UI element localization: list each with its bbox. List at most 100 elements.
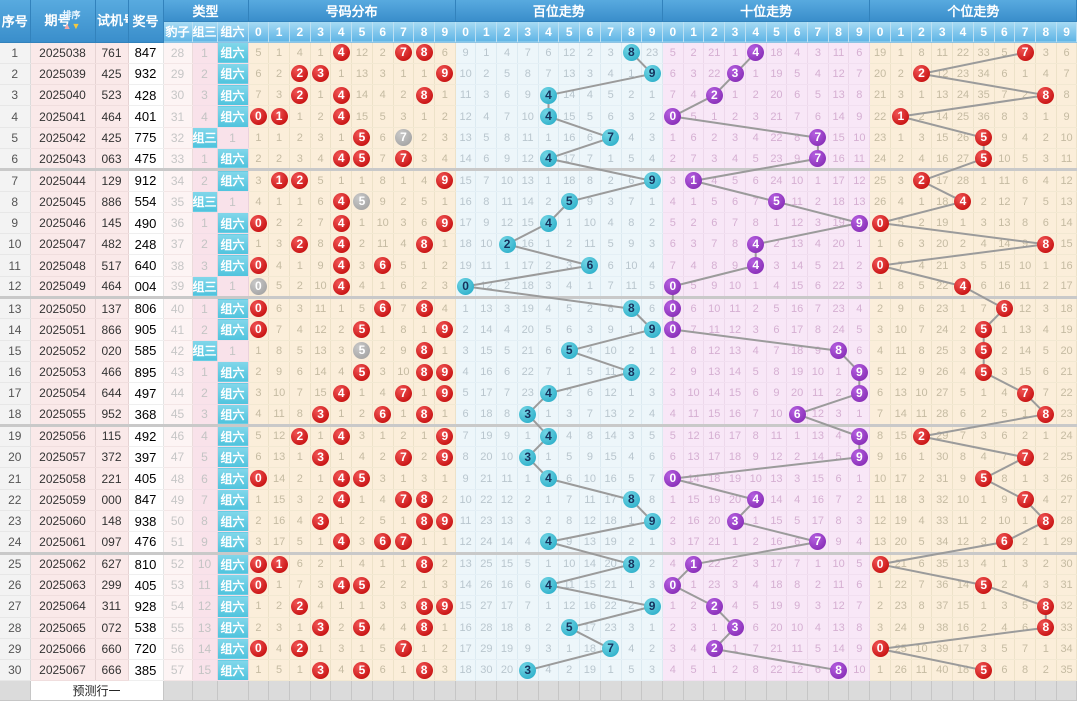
test-number-cell: 072 (95, 617, 129, 639)
hund-miss-cell: 18 (455, 659, 477, 682)
hund-miss-cell: 2 (641, 553, 663, 575)
tens-miss-cell: 19 (724, 467, 746, 490)
footer-cell (973, 680, 995, 701)
units-miss-cell: 6 (994, 63, 1016, 86)
units-miss-cell: 11 (952, 510, 974, 533)
units-miss-cell: 21 (869, 84, 891, 107)
tens-miss-cell: 8 (807, 318, 829, 341)
tens-miss-cell: 23 (828, 297, 850, 320)
hund-miss-cell: 6 (475, 148, 498, 172)
units-miss-cell: 34 (1056, 638, 1077, 661)
hund-miss-cell: 22 (475, 489, 498, 512)
dist-miss-cell: 9 (372, 191, 394, 213)
tens-miss-cell: 21 (703, 42, 726, 64)
zuliu-type-label: 组六 (217, 659, 249, 682)
dist-miss-cell: 7 (310, 212, 332, 235)
units-circle: 8 (1037, 512, 1055, 530)
hund-miss-cell: 8 (517, 617, 539, 639)
dist-digit-header: 6 (372, 21, 394, 43)
units-miss-cell: 26 (931, 361, 954, 384)
hund-miss-cell: 18 (496, 617, 518, 639)
tens-circle: 4 (747, 491, 765, 509)
dist-circle: 2 (291, 597, 309, 615)
period-cell: 2025049 (30, 276, 96, 300)
tens-miss-cell: 22 (703, 553, 726, 575)
hund-hit-cell: 5 (558, 191, 581, 213)
units-miss-cell: 27 (931, 382, 954, 405)
hund-digit-header: 5 (558, 21, 581, 43)
tens-circle: 6 (788, 405, 806, 423)
dist-miss-cell: 6 (372, 659, 394, 682)
hund-digit-header: 0 (455, 21, 477, 43)
dist-miss-cell: 3 (434, 127, 456, 149)
tens-miss-cell: 3 (683, 617, 705, 639)
hund-circle: 3 (519, 661, 537, 679)
dist-miss-cell: 2 (310, 105, 332, 128)
footer-cell (538, 680, 560, 701)
tens-miss-cell: 2 (745, 297, 767, 320)
units-miss-cell: 14 (1056, 212, 1077, 235)
tens-miss-cell: 16 (807, 489, 829, 512)
tens-miss-cell: 17 (786, 318, 809, 341)
sort-down-icon[interactable]: ▼ (71, 20, 81, 31)
hund-miss-cell: 5 (496, 340, 518, 362)
dist-digit-header: 7 (393, 21, 415, 43)
units-miss-cell: 24 (952, 84, 974, 107)
sort-up-icon[interactable]: ▲ (62, 20, 72, 31)
units-miss-cell: 4 (1035, 489, 1057, 512)
hund-circle: 4 (539, 427, 557, 445)
hund-miss-cell: 4 (641, 404, 663, 427)
tens-miss-cell: 11 (766, 425, 788, 448)
tens-miss-cell: 4 (807, 63, 829, 86)
tens-miss-cell: 2 (724, 659, 746, 682)
dist-hit-cell: 3 (310, 404, 332, 427)
zuliu-type-label: 组六 (217, 489, 249, 512)
tens-miss-cell: 6 (683, 127, 705, 149)
units-hit-cell: 0 (869, 553, 891, 575)
dist-hit-cell: 4 (330, 191, 353, 213)
hund-miss-cell: 2 (641, 212, 663, 235)
units-miss-cell: 2 (994, 340, 1016, 362)
dist-miss-cell: 1 (413, 425, 435, 448)
dist-section-header: 号码分布 (248, 0, 456, 22)
dist-circle: 9 (436, 172, 454, 190)
units-miss-cell: 35 (1056, 659, 1077, 682)
units-miss-cell: 2 (952, 233, 974, 256)
hund-miss-cell: 11 (600, 361, 622, 384)
units-digit-header: 9 (1056, 21, 1077, 43)
seq-cell: 15 (0, 340, 31, 362)
dist-circle: 0 (249, 321, 267, 338)
units-miss-cell: 1 (911, 84, 933, 107)
dist-miss-cell: 1 (289, 659, 311, 682)
tens-miss-cell: 9 (807, 340, 829, 362)
units-miss-cell: 40 (931, 659, 954, 682)
dist-miss-cell: 14 (310, 361, 332, 384)
hund-hit-cell: 4 (538, 531, 560, 555)
table-row: 2 2025039 425 932 29 2 组六 6 2 2 3 1 13 3 1 1 9 10 2 5 8 7 13 3 4… (0, 63, 1077, 86)
units-miss-cell: 12 (890, 361, 912, 384)
tens-miss-cell: 16 (766, 531, 788, 555)
hund-miss-cell: 10 (579, 467, 601, 490)
leopard-miss-cell: 42 (163, 340, 193, 362)
leopard-miss-cell: 50 (163, 510, 193, 533)
dist-miss-cell: 13 (310, 340, 332, 362)
seq-cell: 16 (0, 361, 31, 384)
footer-cell (496, 680, 518, 701)
hund-miss-cell: 1 (558, 212, 581, 235)
dist-miss-cell: 6 (248, 446, 270, 469)
dist-miss-cell: 1 (330, 446, 353, 469)
tens-miss-cell: 5 (807, 254, 829, 277)
units-circle: 8 (1037, 597, 1055, 615)
award-number-cell: 476 (128, 531, 164, 555)
units-miss-cell: 19 (890, 510, 912, 533)
hund-miss-cell: 1 (538, 169, 560, 192)
hund-miss-cell: 1 (538, 489, 560, 512)
period-cell: 2025038 (30, 42, 96, 64)
units-miss-cell: 27 (952, 148, 974, 172)
units-miss-cell: 3 (952, 340, 974, 362)
units-miss-cell: 2 (1035, 127, 1057, 149)
hund-digit-header: 4 (538, 21, 560, 43)
units-circle: 2 (913, 427, 931, 445)
sort-control[interactable]: 排序 ▲▼ (62, 10, 81, 31)
